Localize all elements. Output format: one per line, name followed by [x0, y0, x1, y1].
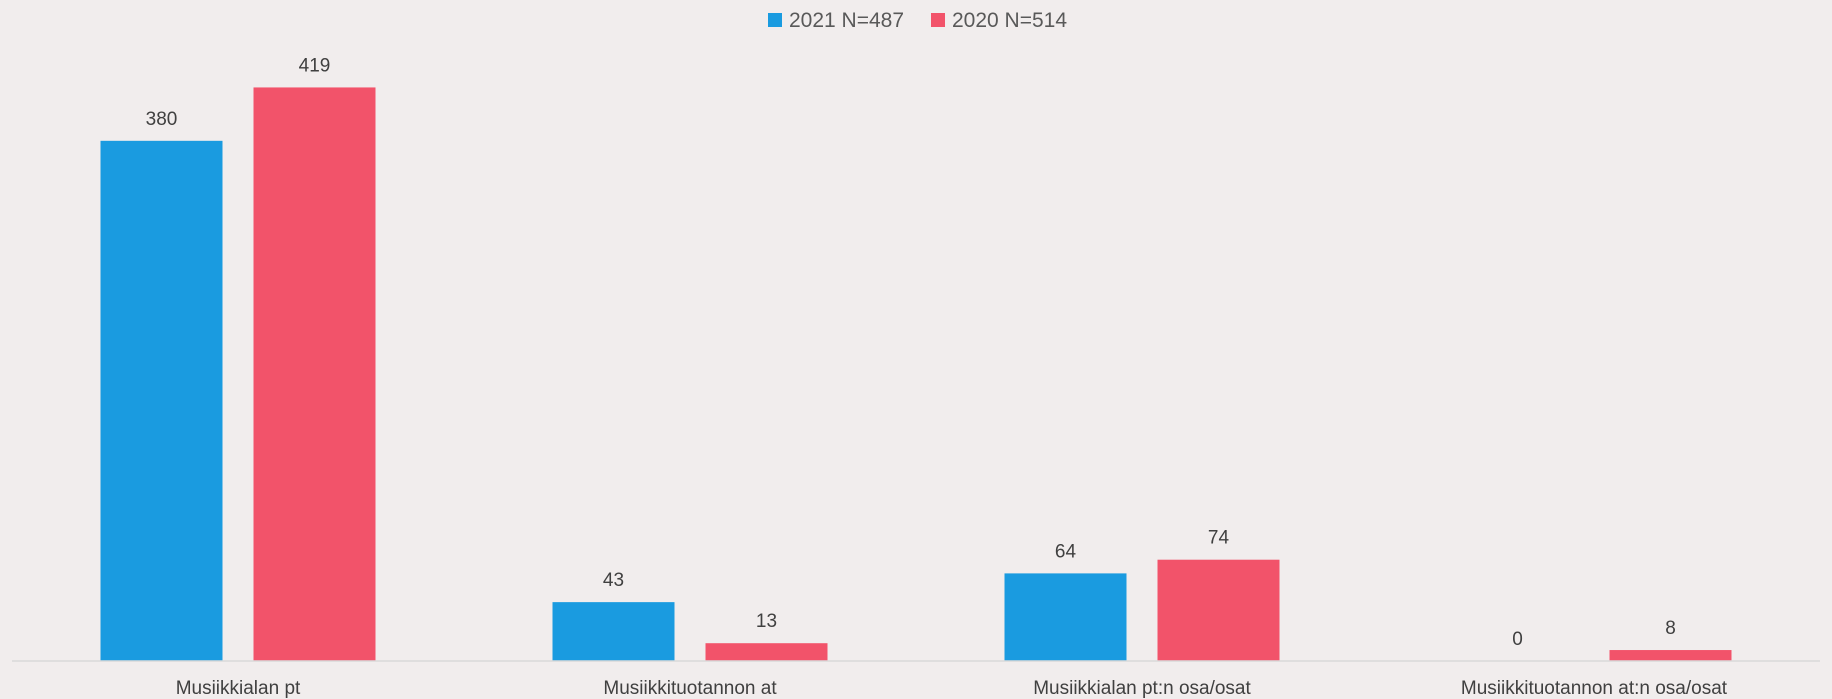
data-label-2021-n-487-musiikkialan-pt-n-osa-osat: 64 — [1055, 541, 1077, 562]
legend: 2021 N=487 2020 N=514 — [768, 9, 1067, 32]
data-label-2020-n-514-musiikkituotannon-at-n-osa-osat: 8 — [1665, 618, 1676, 639]
bar-2020-n-514-musiikkituotannon-at — [705, 643, 828, 661]
x-tick-label-musiikkituotannon-at: Musiikkituotannon at — [603, 678, 777, 699]
legend-item-2021-n-487: 2021 N=487 — [768, 9, 904, 32]
x-tick-label-musiikkialan-pt-n-osa-osat: Musiikkialan pt:n osa/osat — [1033, 678, 1251, 699]
data-label-2021-n-487-musiikkituotannon-at-n-osa-osat: 0 — [1512, 629, 1523, 650]
data-label-2020-n-514-musiikkialan-pt: 419 — [299, 55, 331, 76]
x-tick-label-musiikkituotannon-at-n-osa-osat: Musiikkituotannon at:n osa/osat — [1461, 678, 1728, 699]
bars — [100, 87, 1732, 662]
data-label-2020-n-514-musiikkialan-pt-n-osa-osat: 74 — [1208, 528, 1230, 549]
bar-2021-n-487-musiikkituotannon-at — [552, 602, 675, 661]
bar-2020-n-514-musiikkituotannon-at-n-osa-osat — [1609, 650, 1732, 661]
value-labels: 380 419 43 13 64 74 0 8 — [146, 55, 1676, 650]
legend-item-2020-n-514: 2020 N=514 — [931, 9, 1067, 32]
data-label-2020-n-514-musiikkituotannon-at: 13 — [756, 611, 777, 632]
bar-2021-n-487-musiikkialan-pt — [100, 140, 223, 662]
data-label-2021-n-487-musiikkituotannon-at: 43 — [603, 570, 624, 591]
legend-swatch-2021-n-487 — [768, 13, 782, 27]
legend-label-2020-n-514: 2020 N=514 — [952, 9, 1067, 32]
data-label-2021-n-487-musiikkialan-pt: 380 — [146, 109, 178, 130]
x-tick-label-musiikkialan-pt: Musiikkialan pt — [176, 678, 301, 699]
bar-2020-n-514-musiikkialan-pt — [253, 87, 376, 662]
legend-swatch-2020-n-514 — [931, 13, 945, 27]
category-labels: Musiikkialan pt Musiikkituotannon at Musii… — [176, 678, 1728, 699]
bar-2020-n-514-musiikkialan-pt-n-osa-osat — [1157, 559, 1280, 661]
legend-label-2021-n-487: 2021 N=487 — [789, 9, 904, 32]
bar-2021-n-487-musiikkialan-pt-n-osa-osat — [1004, 573, 1127, 661]
